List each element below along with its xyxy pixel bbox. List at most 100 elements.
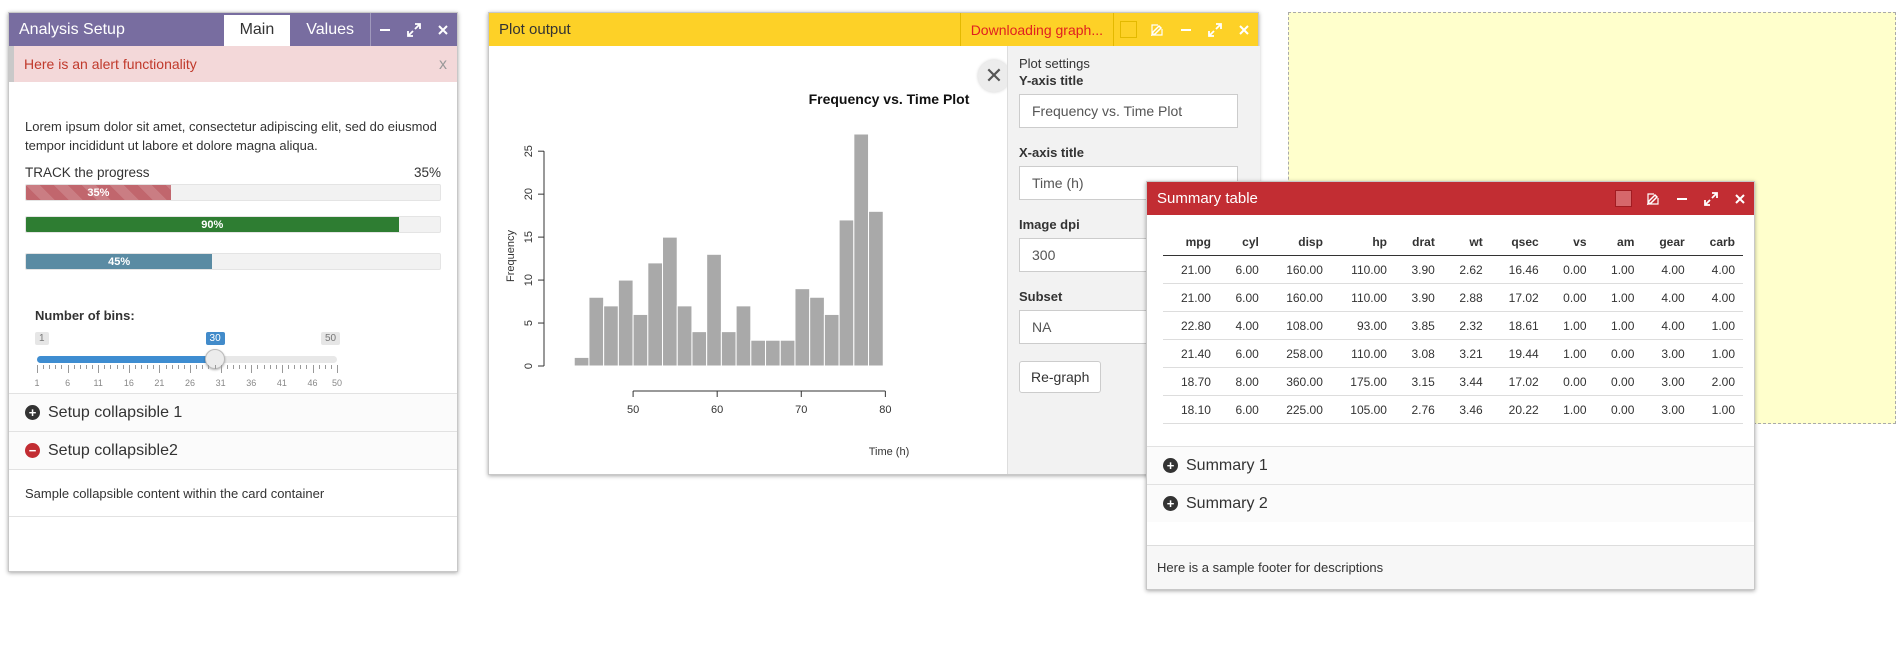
table-cell: 1.00 bbox=[1546, 395, 1595, 424]
table-cell: 3.08 bbox=[1394, 339, 1443, 368]
plus-circle-icon: + bbox=[1163, 496, 1178, 511]
histogram-bar bbox=[588, 296, 605, 367]
progress-fill-2: 90% bbox=[26, 217, 399, 232]
table-row: 22.80 4.00 108.00 93.00 3.85 2.32 18.61 1.00 1.0… bbox=[1163, 311, 1743, 340]
slider-tick bbox=[177, 365, 179, 369]
y-axis-label: Frequency bbox=[505, 230, 517, 282]
table-cell: 93.00 bbox=[1330, 311, 1395, 340]
slider-tick bbox=[202, 365, 204, 369]
table-cell: 3.46 bbox=[1442, 395, 1491, 424]
table-cell: 16.46 bbox=[1490, 255, 1547, 284]
table-row: 21.40 6.00 258.00 110.00 3.08 3.21 19.44 1.00 0.… bbox=[1163, 339, 1743, 368]
slider-tick bbox=[257, 365, 259, 369]
tab-values[interactable]: Values bbox=[306, 21, 354, 38]
alert-close-button[interactable]: x bbox=[439, 56, 447, 73]
slider-tick bbox=[337, 365, 338, 373]
slider-tick bbox=[220, 365, 222, 373]
summary-collapsible-1[interactable]: + Summary 1 bbox=[1147, 446, 1754, 484]
table-cell: 6.00 bbox=[1218, 283, 1267, 312]
expand-icon[interactable] bbox=[1696, 182, 1725, 215]
plot-output-card: Plot output Downloading graph... 0 5 10 15 2… bbox=[488, 12, 1260, 475]
table-cell: 20.22 bbox=[1490, 395, 1547, 424]
table-cell: 1.00 bbox=[1546, 311, 1595, 340]
slider-tick bbox=[61, 365, 63, 369]
summary-card-header[interactable]: Summary table bbox=[1147, 182, 1754, 215]
progress-bar-1: 35% bbox=[25, 184, 441, 201]
expand-icon[interactable] bbox=[1200, 13, 1229, 46]
table-cell: 105.00 bbox=[1330, 395, 1395, 424]
table-cell: 3.90 bbox=[1394, 255, 1443, 284]
slider-tick bbox=[300, 365, 302, 369]
slider-tick bbox=[171, 365, 173, 369]
table-cell: 258.00 bbox=[1266, 339, 1331, 368]
y-axis-title-input[interactable] bbox=[1019, 94, 1238, 128]
setup-collapsible-2[interactable]: − Setup collapsible2 bbox=[9, 431, 457, 469]
setup-collapsible-1[interactable]: + Setup collapsible 1 bbox=[9, 393, 457, 431]
table-row: 18.10 6.00 225.00 105.00 2.76 3.46 20.22 1.00 0.… bbox=[1163, 395, 1743, 424]
slider-tick bbox=[104, 365, 106, 369]
progress-label: TRACK the progress bbox=[25, 165, 150, 180]
table-cell: 110.00 bbox=[1330, 255, 1395, 284]
slider-tick bbox=[141, 365, 143, 369]
y-tick-label: 5 bbox=[523, 320, 535, 326]
color-swatch-button[interactable] bbox=[1113, 13, 1142, 46]
summary-collapsible-2[interactable]: + Summary 2 bbox=[1147, 484, 1754, 522]
setup-card-header[interactable]: Analysis Setup Main Values bbox=[9, 13, 457, 46]
close-icon[interactable] bbox=[1229, 13, 1258, 46]
expand-icon[interactable] bbox=[399, 13, 428, 46]
collapsible-label: Summary 1 bbox=[1186, 456, 1268, 474]
regraph-button[interactable]: Re-graph bbox=[1019, 361, 1102, 393]
table-cell: 1.00 bbox=[1692, 339, 1743, 368]
table-cell: 17.02 bbox=[1490, 367, 1547, 396]
slider-tick bbox=[190, 365, 192, 373]
slider-tick bbox=[288, 365, 290, 369]
minimize-icon[interactable] bbox=[1667, 182, 1696, 215]
table-cell: 21.00 bbox=[1163, 255, 1219, 284]
table-cell: 18.70 bbox=[1163, 367, 1219, 396]
slider-tick-label: 50 bbox=[331, 378, 343, 388]
histogram-bar bbox=[603, 305, 619, 367]
table-cell: 160.00 bbox=[1266, 283, 1331, 312]
table-cell: 2.88 bbox=[1442, 283, 1491, 312]
summary-footer: Here is a sample footer for descriptions bbox=[1147, 545, 1754, 589]
table-cell: 4.00 bbox=[1642, 311, 1693, 340]
table-cell: 360.00 bbox=[1266, 367, 1331, 396]
slider-tick bbox=[183, 365, 185, 369]
minimize-icon[interactable] bbox=[370, 13, 399, 46]
histogram-bar bbox=[720, 331, 737, 367]
column-header: mpg bbox=[1163, 228, 1219, 256]
slider-min-tag: 1 bbox=[35, 332, 49, 345]
table-cell: 108.00 bbox=[1266, 311, 1331, 340]
edit-icon[interactable] bbox=[1142, 13, 1171, 46]
plus-circle-icon: + bbox=[25, 405, 40, 420]
close-icon[interactable] bbox=[1725, 182, 1754, 215]
column-header: hp bbox=[1330, 228, 1395, 256]
table-cell: 3.44 bbox=[1442, 367, 1491, 396]
column-header: carb bbox=[1692, 228, 1743, 256]
table-cell: 3.21 bbox=[1442, 339, 1491, 368]
color-swatch-button[interactable] bbox=[1609, 182, 1638, 215]
slider-tick bbox=[37, 365, 38, 373]
edit-icon[interactable] bbox=[1638, 182, 1667, 215]
alert-text: Here is an alert functionality bbox=[24, 56, 197, 72]
column-header: drat bbox=[1394, 228, 1443, 256]
tab-main[interactable]: Main bbox=[223, 13, 291, 46]
close-icon[interactable] bbox=[428, 13, 457, 46]
summary-table-card: Summary table mpg cyl disp hp drat wt qsec vs am… bbox=[1146, 181, 1755, 590]
setup-card-title: Analysis Setup bbox=[19, 20, 125, 38]
x-tick-label: 50 bbox=[627, 404, 639, 416]
slider-tick bbox=[49, 365, 51, 369]
table-cell: 8.00 bbox=[1218, 367, 1267, 396]
slider-tick bbox=[165, 365, 167, 369]
slider-tick-label: 16 bbox=[123, 378, 134, 388]
summary-card-title: Summary table bbox=[1157, 190, 1258, 207]
histogram-bar bbox=[706, 253, 722, 367]
minimize-icon[interactable] bbox=[1171, 13, 1200, 46]
slider-tick-label: 31 bbox=[215, 378, 226, 388]
plot-close-icon[interactable]: ✕ bbox=[978, 60, 1010, 92]
slider-tick bbox=[324, 365, 326, 369]
slider-tick bbox=[330, 365, 332, 369]
slider-tick bbox=[196, 365, 198, 369]
plot-card-header[interactable]: Plot output Downloading graph... bbox=[489, 13, 1258, 46]
slider-label: Number of bins: bbox=[35, 308, 135, 323]
